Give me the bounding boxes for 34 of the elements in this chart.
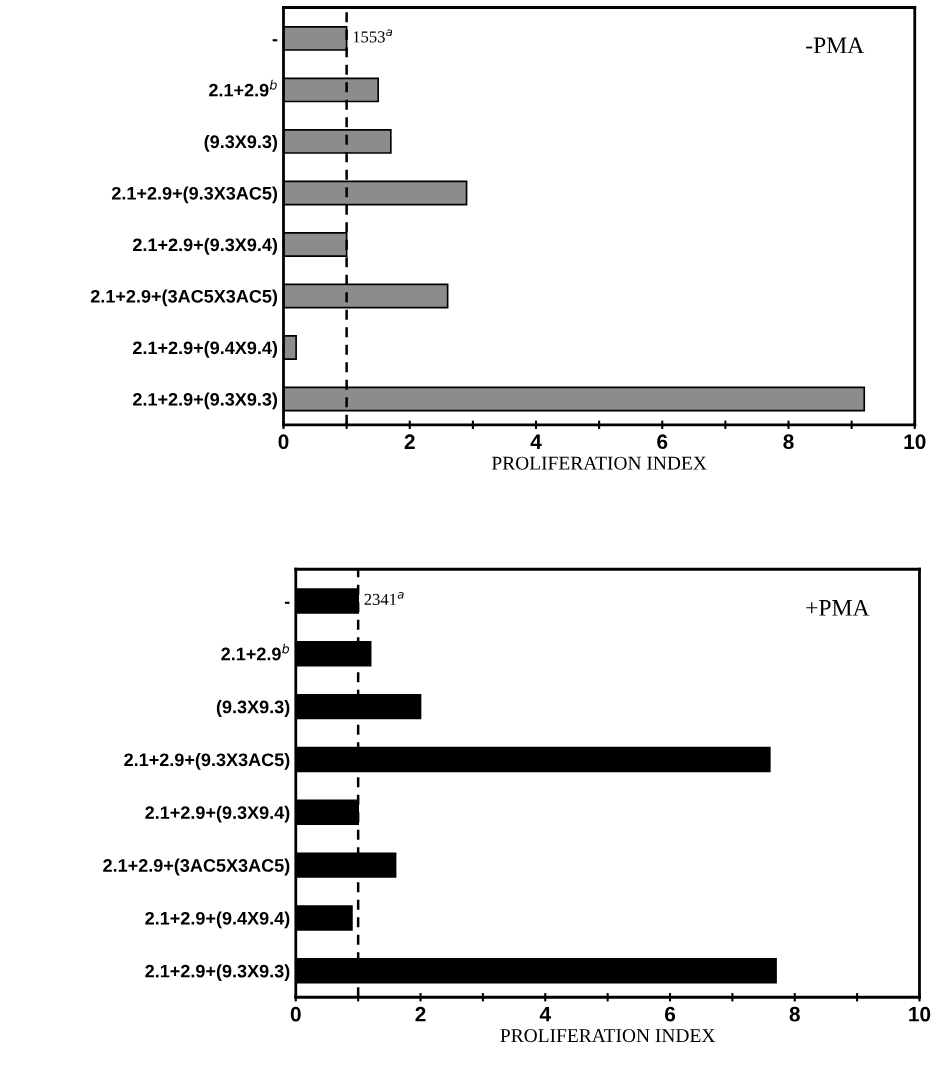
x-tick-label: 4 xyxy=(530,434,542,449)
annotation: 1553$^{a}$ xyxy=(353,29,393,43)
y-tick-label: 2.1+2.9+(9.3X9.4) xyxy=(133,237,278,255)
x-tick-label: 0 xyxy=(290,1006,301,1022)
x-tick-label: 2 xyxy=(404,434,415,449)
annotation: +PMA xyxy=(806,600,870,616)
y-tick-label: 2.1+2.9$^{b}$ xyxy=(221,643,290,661)
y-tick-label: (9.3X9.3) xyxy=(216,700,290,717)
y-tick-label: 2.1+2.9+(9.4X9.4) xyxy=(145,911,290,929)
annotation: 2341$^{a}$ xyxy=(364,591,404,606)
y-tick-label: 2.1+2.9+(9.3X9.3) xyxy=(133,392,278,410)
y-tick-label: - xyxy=(284,601,290,604)
y-tick-label: - xyxy=(272,39,278,42)
x-tick-label: 10 xyxy=(904,434,926,450)
y-tick-label: 2.1+2.9+(3AC5X3AC5) xyxy=(90,289,278,307)
y-tick-label: 2.1+2.9+(9.4X9.4) xyxy=(133,340,278,358)
x-tick-label: 6 xyxy=(657,434,668,450)
x-tick-label: 2 xyxy=(415,1006,426,1022)
y-tick-label: (9.3X9.3) xyxy=(204,134,278,152)
y-tick-label: 2.1+2.9+(9.3X9.4) xyxy=(145,805,290,823)
y-tick-label: 2.1+2.9+(9.3X3AC5) xyxy=(111,186,278,204)
y-tick-label: 2.1+2.9+(9.3X3AC5) xyxy=(124,752,290,770)
x-tick-label: 6 xyxy=(664,1006,676,1022)
y-tick-label: 2.1+2.9$^{b}$ xyxy=(209,79,277,97)
x-tick-label: 8 xyxy=(789,1006,800,1022)
x-tick-label: 4 xyxy=(539,1007,551,1022)
x-tick-label: 8 xyxy=(783,434,794,450)
annotation: -PMA xyxy=(806,37,865,54)
x-axis-title: PROLIFERATION INDEX xyxy=(491,456,707,470)
x-tick-label: 10 xyxy=(909,1006,931,1022)
x-tick-label: 0 xyxy=(278,434,289,450)
y-tick-label: 2.1+2.9+(3AC5X3AC5) xyxy=(103,858,290,876)
y-tick-label: 2.1+2.9+(9.3X9.3) xyxy=(145,964,290,982)
x-axis-title: PROLIFERATION INDEX xyxy=(500,1029,716,1043)
